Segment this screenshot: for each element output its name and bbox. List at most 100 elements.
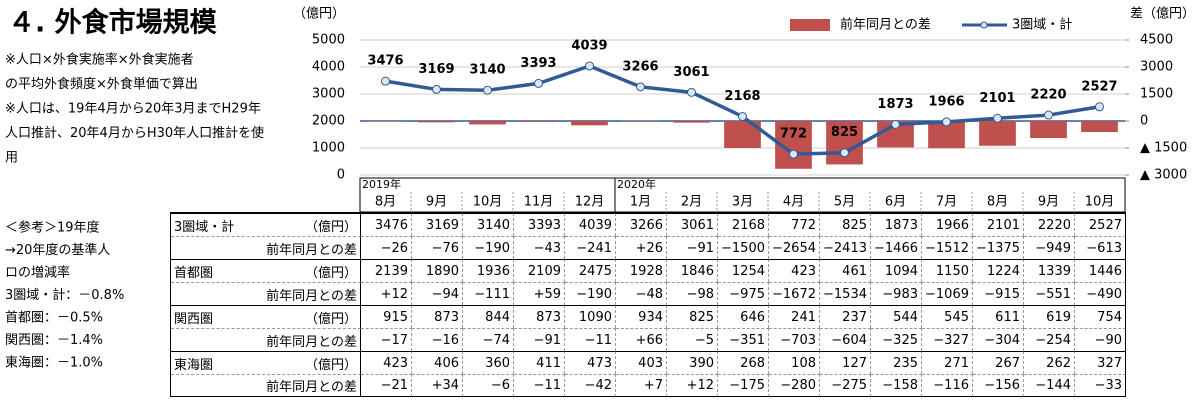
table-cell: 915 bbox=[361, 305, 412, 328]
bar bbox=[520, 121, 557, 122]
data-label: 2101 bbox=[979, 91, 1015, 106]
x-tick-label: 12月 bbox=[575, 195, 605, 210]
table-cell: 1936 bbox=[463, 259, 514, 282]
table-cell: 1873 bbox=[871, 213, 922, 236]
x-tick-label: 10月 bbox=[473, 195, 503, 210]
table-cell: 844 bbox=[463, 305, 514, 328]
table-cell: −304 bbox=[973, 328, 1024, 351]
table-cell: 611 bbox=[973, 305, 1024, 328]
table-cell: 3476 bbox=[361, 213, 412, 236]
data-label: 3140 bbox=[469, 63, 505, 78]
line-marker bbox=[1095, 102, 1104, 112]
y-tick-label: 3000 bbox=[312, 87, 345, 102]
note: ※人口×外食実施率×外食実施者 bbox=[5, 52, 194, 68]
table-cell: +12 bbox=[667, 374, 718, 397]
table-cell: −21 bbox=[361, 374, 412, 397]
table-cell: −949 bbox=[1024, 236, 1075, 259]
x-tick-label: 2月 bbox=[681, 195, 702, 210]
table-cell: 545 bbox=[922, 305, 973, 328]
table-cell: 825 bbox=[667, 305, 718, 328]
table-cell: 754 bbox=[1075, 305, 1126, 328]
reference-note: 首都圏：－0.5% bbox=[5, 311, 103, 326]
table-cell: −1466 bbox=[871, 236, 922, 259]
legend-swatch bbox=[790, 19, 830, 31]
row-header: 前年同月との差 bbox=[171, 236, 361, 259]
table-cell: 390 bbox=[667, 351, 718, 374]
y2-tick-label: ▲ 1500 bbox=[1140, 141, 1187, 156]
line-marker bbox=[942, 117, 951, 127]
table-cell: −158 bbox=[871, 374, 922, 397]
table-cell: −351 bbox=[718, 328, 769, 351]
table-cell: 544 bbox=[871, 305, 922, 328]
table-cell: −42 bbox=[565, 374, 616, 397]
table-cell: −983 bbox=[871, 282, 922, 305]
table-cell: 1446 bbox=[1075, 259, 1126, 282]
line-marker bbox=[585, 61, 594, 71]
table-cell: +34 bbox=[412, 374, 463, 397]
row-label: 前年同月との差 bbox=[266, 380, 357, 395]
table-cell: −1512 bbox=[922, 236, 973, 259]
year-label: 2020年 bbox=[617, 177, 656, 191]
table-cell: −275 bbox=[820, 374, 871, 397]
bar bbox=[979, 121, 1016, 146]
table-cell: −6 bbox=[463, 374, 514, 397]
row-unit: （億円） bbox=[304, 311, 357, 327]
year-label: 2019年 bbox=[362, 177, 401, 191]
table-cell: 2168 bbox=[718, 213, 769, 236]
table-cell: −33 bbox=[1075, 374, 1126, 397]
line-marker bbox=[891, 119, 900, 129]
x-tick-label: 10月 bbox=[1085, 195, 1115, 210]
table-cell: −327 bbox=[922, 328, 973, 351]
table-cell: −91 bbox=[667, 236, 718, 259]
table-cell: 403 bbox=[616, 351, 667, 374]
table-cell: −16 bbox=[412, 328, 463, 351]
table-cell: −91 bbox=[514, 328, 565, 351]
table-cell: 360 bbox=[463, 351, 514, 374]
table-cell: −156 bbox=[973, 374, 1024, 397]
legend-label: 前年同月との差 bbox=[840, 17, 931, 33]
table-cell: 423 bbox=[769, 259, 820, 282]
row-label: 前年同月との差 bbox=[266, 242, 357, 258]
y2-tick-label: 4500 bbox=[1140, 33, 1173, 48]
data-label: 1966 bbox=[928, 94, 964, 109]
line-marker bbox=[432, 84, 441, 94]
table-cell: −915 bbox=[973, 282, 1024, 305]
line-marker bbox=[483, 85, 492, 95]
bar bbox=[571, 121, 608, 126]
data-label: 1873 bbox=[877, 97, 913, 112]
table-cell: −48 bbox=[616, 282, 667, 305]
line-marker bbox=[534, 78, 543, 88]
table-cell: 772 bbox=[769, 213, 820, 236]
table-cell: 411 bbox=[514, 351, 565, 374]
table-cell: −703 bbox=[769, 328, 820, 351]
table-cell: −490 bbox=[1075, 282, 1126, 305]
table-cell: 873 bbox=[514, 305, 565, 328]
row-label: 3圏域・計 bbox=[174, 219, 235, 235]
table-cell: −76 bbox=[412, 236, 463, 259]
table-cell: 271 bbox=[922, 351, 973, 374]
line-marker bbox=[381, 76, 390, 86]
table-cell: +12 bbox=[361, 282, 412, 305]
table-cell: +7 bbox=[616, 374, 667, 397]
table-cell: 461 bbox=[820, 259, 871, 282]
table-cell: +59 bbox=[514, 282, 565, 305]
table-cell: −241 bbox=[565, 236, 616, 259]
data-table: 3圏域・計 （億円） 3476 3169 3140 3393 4039 3266 3061 216… bbox=[170, 212, 1126, 397]
table-cell: −1672 bbox=[769, 282, 820, 305]
x-tick-label: 3月 bbox=[732, 195, 753, 210]
table-cell: 2101 bbox=[973, 213, 1024, 236]
y2-tick-label: ▲ 3000 bbox=[1140, 168, 1187, 183]
table-cell: 2109 bbox=[514, 259, 565, 282]
x-tick-label: 11月 bbox=[524, 195, 554, 210]
table-cell: −98 bbox=[667, 282, 718, 305]
legend-marker bbox=[980, 21, 988, 29]
note: 人口推計、20年4月からH30年人口推計を使 bbox=[5, 125, 264, 141]
table-cell: 3169 bbox=[412, 213, 463, 236]
table-cell: −280 bbox=[769, 374, 820, 397]
y-tick-label: 4000 bbox=[312, 60, 345, 75]
data-label: 2220 bbox=[1030, 88, 1066, 103]
data-label: 3169 bbox=[418, 62, 454, 77]
x-tick-label: 8月 bbox=[987, 195, 1008, 210]
y2-tick-label: 3000 bbox=[1140, 60, 1173, 75]
